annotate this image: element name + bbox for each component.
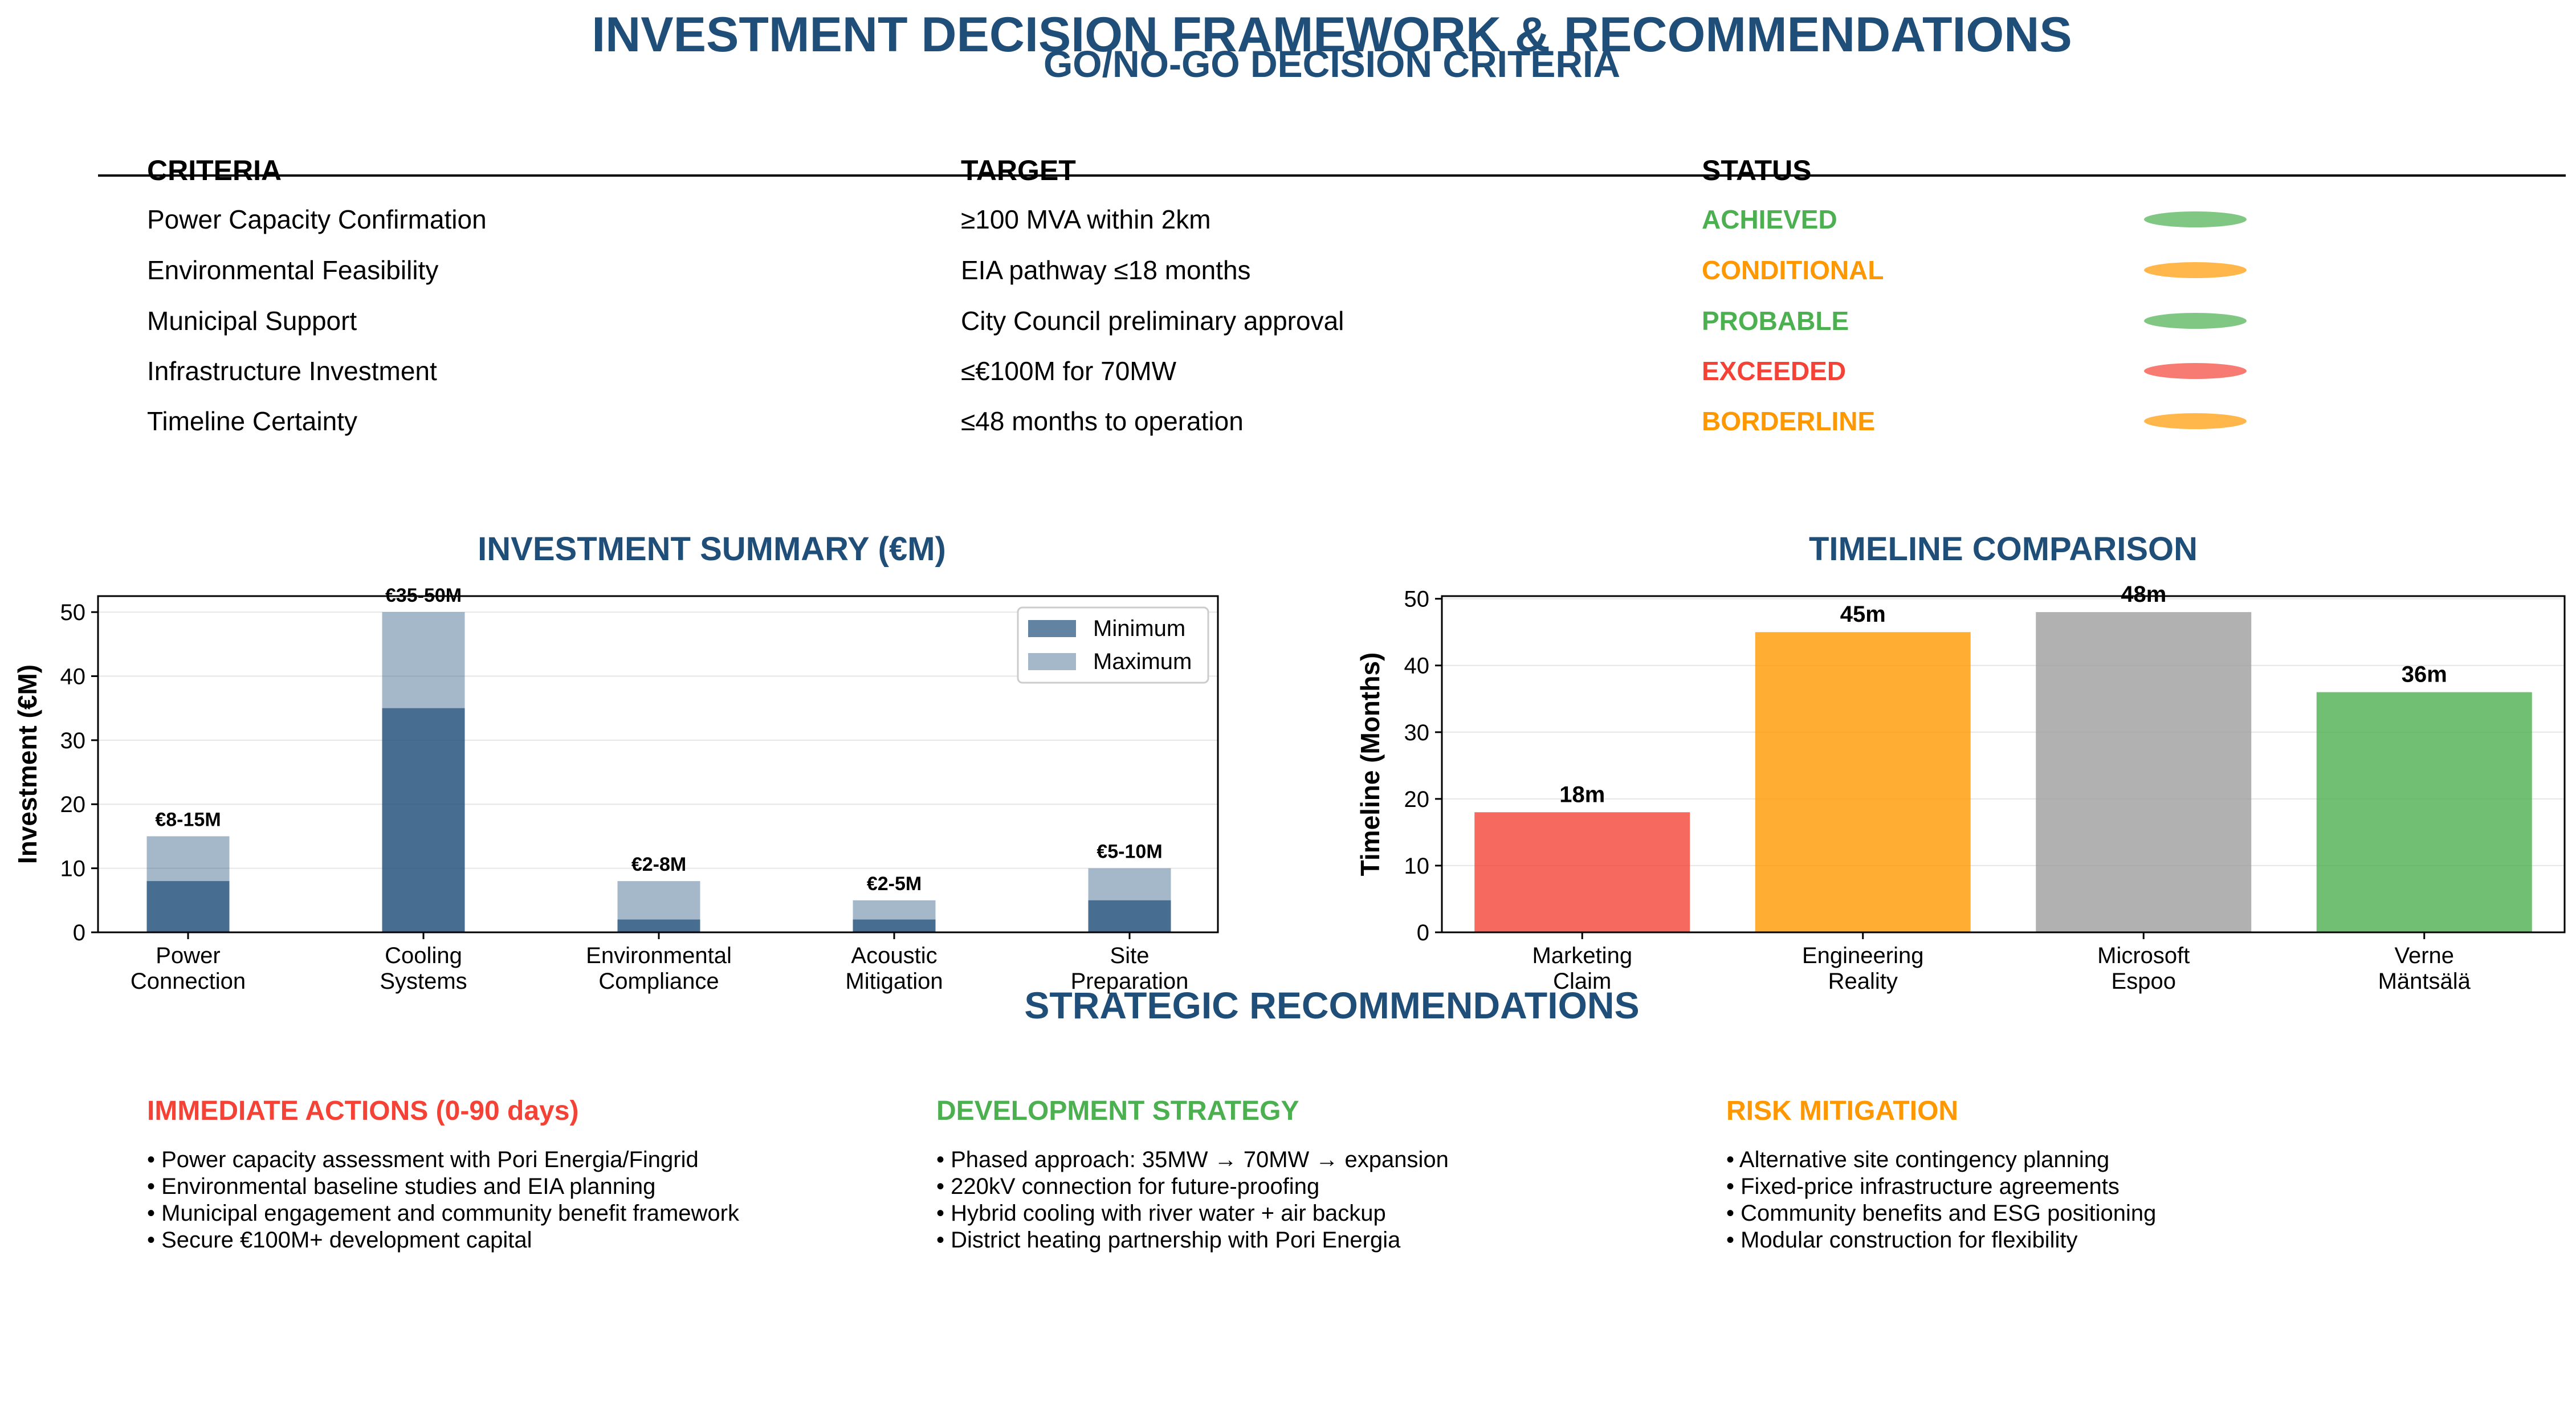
bar [2316, 692, 2532, 932]
criteria-target: City Council preliminary approval [961, 306, 1344, 336]
investment-chart-title: INVESTMENT SUMMARY (€M) [478, 531, 946, 568]
x-tick-label: Engineering Reality [1802, 943, 1924, 994]
data-label: €2-5M [867, 873, 922, 895]
plot-frame [1441, 595, 2566, 933]
bar [1755, 632, 1971, 932]
bar-minimum [853, 919, 936, 932]
bar [2036, 612, 2252, 932]
criteria-status: CONDITIONAL [1702, 255, 1884, 285]
data-label: 18m [1559, 782, 1605, 807]
rec-heading: DEVELOPMENT STRATEGY [936, 1096, 1299, 1126]
rec-heading: IMMEDIATE ACTIONS (0-90 days) [147, 1096, 579, 1126]
y-tick-label: 30 [60, 728, 86, 753]
y-tick-label: 10 [60, 857, 86, 882]
criteria-target: ≥100 MVA within 2km [961, 205, 1211, 234]
criteria-header: CRITERIA [147, 154, 282, 186]
y-tick-label: 50 [60, 600, 86, 625]
y-tick-label: 40 [60, 664, 86, 689]
x-tick-label: Microsoft Espoo [2097, 943, 2190, 994]
status-indicator-icon [2144, 313, 2247, 329]
header-divider [98, 174, 2566, 177]
y-axis-label: Timeline (Months) [1355, 653, 1385, 876]
data-label: €5-10M [1097, 841, 1162, 863]
rec-item: • Hybrid cooling with river water + air … [936, 1201, 1386, 1226]
data-label: €8-15M [155, 809, 221, 830]
bar-minimum [382, 708, 465, 932]
data-label: 48m [2121, 582, 2166, 607]
y-tick-label: 20 [1404, 787, 1430, 812]
criteria-status: BORDERLINE [1702, 406, 1876, 436]
x-tick-label: Marketing Claim [1532, 943, 1632, 994]
criteria-name: Power Capacity Confirmation [147, 205, 487, 234]
rec-item: • Community benefits and ESG positioning [1726, 1201, 2157, 1226]
rec-item: • Phased approach: 35MW → 70MW → expansi… [936, 1147, 1449, 1172]
status-indicator-icon [2144, 363, 2247, 379]
rec-item: • Environmental baseline studies and EIA… [147, 1174, 656, 1199]
legend-label: Maximum [1093, 649, 1192, 674]
y-tick-label: 40 [1404, 654, 1430, 679]
x-tick-label: Power Connection [131, 943, 246, 994]
status-header: STATUS [1702, 154, 1812, 186]
criteria-name: Environmental Feasibility [147, 255, 439, 285]
y-tick-label: 50 [1404, 587, 1430, 612]
rec-heading: RISK MITIGATION [1726, 1096, 1959, 1126]
bar [1474, 812, 1690, 932]
status-indicator-icon [2144, 262, 2247, 278]
rec-item: • Fixed-price infrastructure agreements [1726, 1174, 2120, 1199]
rec-item: • Modular construction for flexibility [1726, 1228, 2078, 1253]
criteria-name: Municipal Support [147, 306, 357, 336]
rec-item: • District heating partnership with Pori… [936, 1228, 1401, 1253]
x-tick-label: Verne Mäntsälä [2378, 943, 2471, 994]
plot-frame [97, 595, 1219, 933]
rec-item: • Alternative site contingency planning [1726, 1147, 2110, 1172]
y-tick-label: 0 [73, 920, 85, 945]
criteria-name: Infrastructure Investment [147, 356, 437, 386]
legend-swatch-maximum [1028, 653, 1076, 670]
rec-item: • Secure €100M+ development capital [147, 1228, 532, 1253]
legend-label: Minimum [1093, 616, 1185, 641]
rec-item: • Municipal engagement and community ben… [147, 1201, 739, 1226]
bar-minimum [146, 881, 230, 932]
rec-item: • Power capacity assessment with Pori En… [147, 1147, 699, 1172]
x-tick-label: Acoustic Mitigation [845, 943, 943, 994]
timeline-comparison-chart: 0 10 20 30 40 50 18m Marketing Claim 45m Engineeri… [1355, 582, 2566, 994]
x-tick-label: Site Preparation [1071, 943, 1189, 994]
criteria-name: Timeline Certainty [147, 406, 357, 436]
criteria-target: ≤48 months to operation [961, 406, 1244, 436]
y-tick-label: 20 [60, 792, 86, 817]
criteria-target: EIA pathway ≤18 months [961, 255, 1251, 285]
data-label: 45m [1840, 602, 1886, 627]
bar-minimum [617, 919, 700, 932]
data-label: 36m [2402, 662, 2447, 687]
y-axis-label: Investment (€M) [13, 664, 42, 864]
status-indicator-icon [2144, 211, 2247, 227]
y-tick-label: 10 [1404, 854, 1430, 879]
legend-swatch-minimum [1028, 620, 1076, 637]
x-tick-label: Cooling Systems [380, 943, 467, 994]
criteria-status: ACHIEVED [1702, 205, 1837, 234]
bar-minimum [1088, 900, 1171, 932]
rec-item: • 220kV connection for future-proofing [936, 1174, 1320, 1199]
criteria-target: ≤€100M for 70MW [961, 356, 1177, 386]
data-label: €2-8M [631, 854, 686, 875]
page-title: INVESTMENT DECISION FRAMEWORK & RECOMMEN… [592, 7, 2072, 62]
target-header: TARGET [961, 154, 1076, 186]
y-tick-label: 0 [1417, 920, 1429, 945]
criteria-status: EXCEEDED [1702, 356, 1847, 386]
status-indicator-icon [2144, 413, 2247, 429]
x-tick-label: Environmental Compliance [586, 943, 732, 994]
recommendations-title: STRATEGIC RECOMMENDATIONS [1024, 984, 1640, 1026]
timeline-chart-title: TIMELINE COMPARISON [1808, 531, 2198, 568]
y-tick-label: 30 [1404, 720, 1430, 745]
criteria-status: PROBABLE [1702, 306, 1849, 336]
criteria-section-title: GO/NO-GO DECISION CRITERIA [1043, 43, 1621, 85]
